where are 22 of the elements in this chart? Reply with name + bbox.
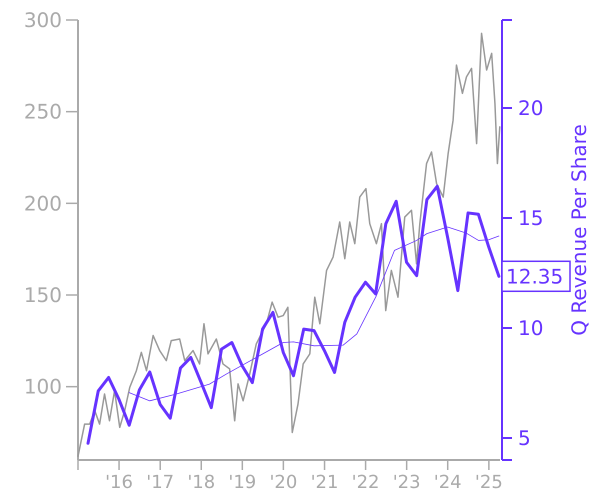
y-tick-label: 200 (24, 191, 62, 216)
x-tick-label: '16 (105, 472, 133, 493)
x-tick-label: '24 (434, 472, 462, 493)
y2-tick-label: 5 (518, 426, 531, 450)
y2-tick-label: 20 (518, 96, 544, 120)
x-tick-label: '17 (146, 472, 174, 493)
data-label: 12.35 (506, 264, 564, 288)
y-tick-label: 150 (24, 283, 62, 307)
y2-tick-label: 15 (518, 206, 544, 230)
x-tick-label: '18 (187, 472, 216, 493)
x-tick-label: '22 (352, 472, 380, 493)
y-tick-label: 100 (24, 374, 62, 399)
x-tick-label: '21 (310, 472, 338, 493)
x-tick-label: '23 (392, 472, 421, 493)
y-tick-label: 300 (24, 8, 62, 32)
y2-tick-label: 10 (518, 316, 544, 340)
line-series (77, 32, 501, 458)
x-tick-label: '20 (269, 472, 298, 493)
x-tick-label: '19 (228, 472, 256, 493)
x-tick-label: '25 (474, 472, 503, 493)
y2-axis-title: Q Revenue Per Share (567, 124, 591, 336)
y-tick-label: 250 (24, 100, 62, 124)
